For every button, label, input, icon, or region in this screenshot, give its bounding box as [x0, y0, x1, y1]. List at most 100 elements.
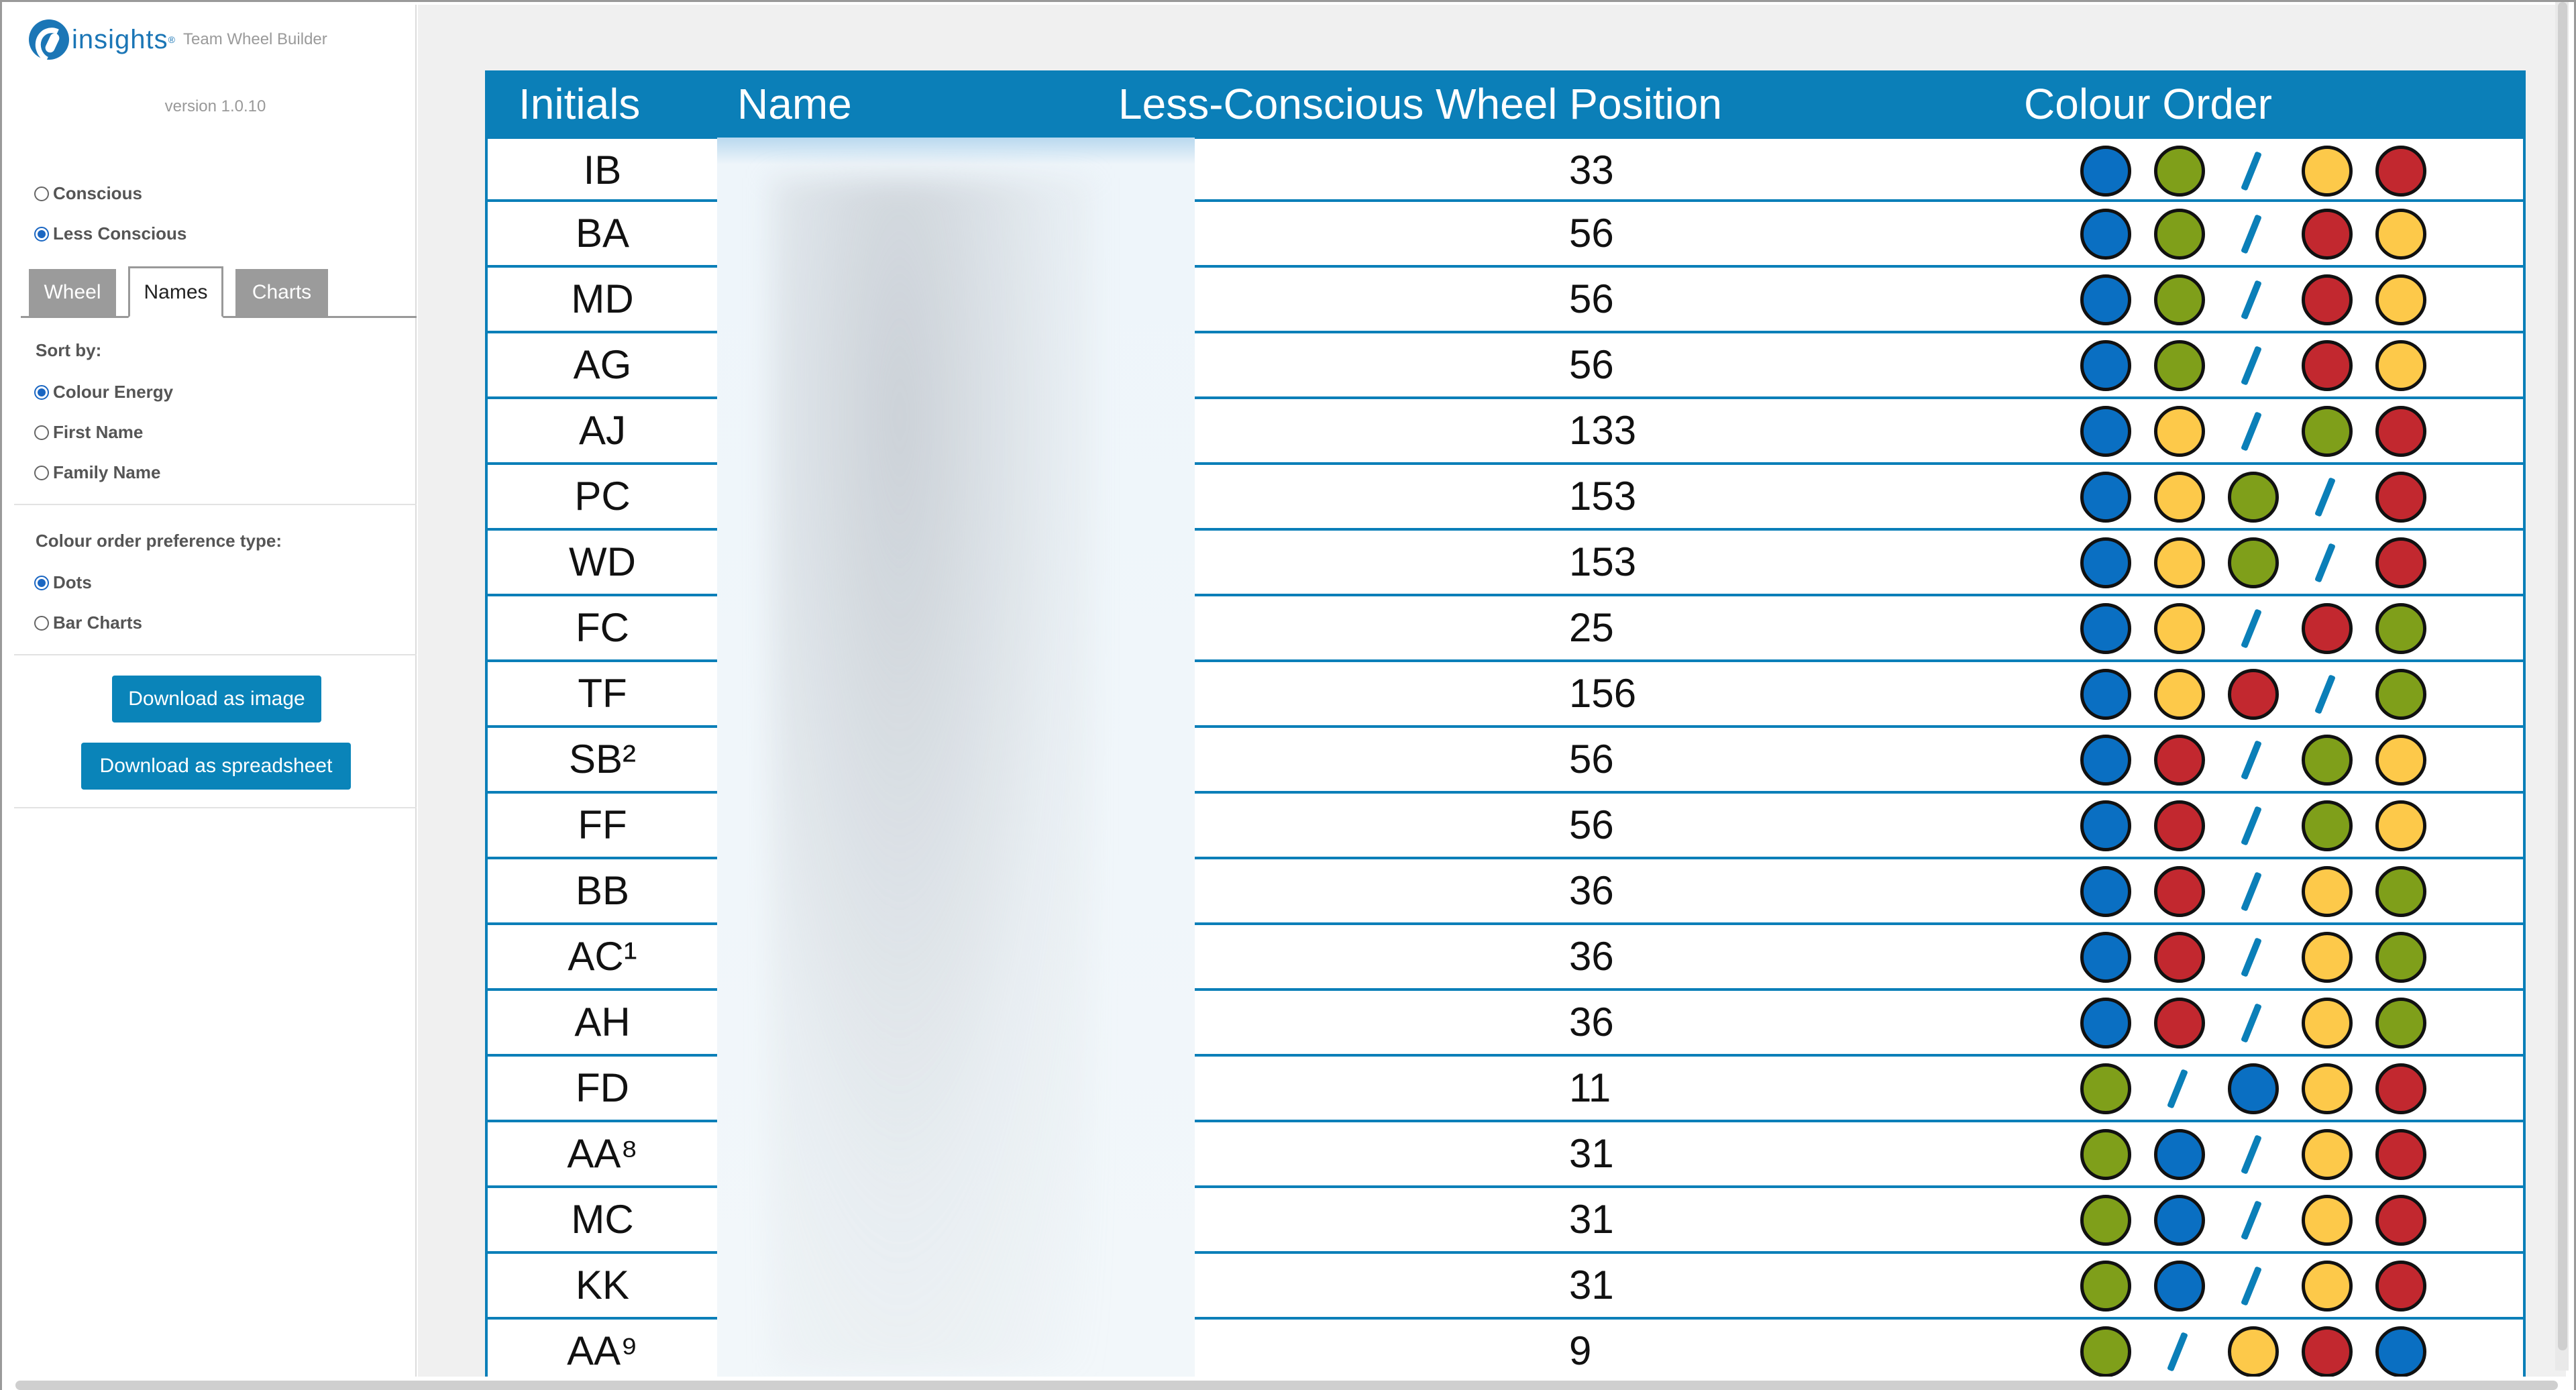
radio-pref-dots[interactable]: Dots — [34, 572, 92, 593]
version-label: version 1.0.10 — [164, 97, 266, 115]
colour-order-dots — [2080, 1195, 2426, 1246]
radio-pref-dots-label: Dots — [53, 572, 92, 592]
radio-less-conscious[interactable]: Less Conscious — [34, 223, 186, 244]
tab-names[interactable]: Names — [128, 266, 223, 318]
divider-slash-icon — [2228, 1129, 2279, 1180]
green-dot-icon — [2375, 603, 2426, 654]
red-dot-icon — [2375, 1129, 2426, 1180]
red-dot-icon — [2375, 537, 2426, 588]
table-row: BB 36 — [488, 859, 2523, 925]
cell-wheel-position: 9 — [1569, 1328, 1592, 1373]
yellow-dot-icon — [2154, 406, 2205, 457]
table-row: SB² 56 — [488, 728, 2523, 794]
red-dot-icon — [2154, 735, 2205, 786]
vertical-scrollbar-thumb[interactable] — [2558, 2, 2567, 1350]
insights-logo: insights ® — [29, 19, 175, 60]
colour-order-dots — [2080, 735, 2426, 786]
cell-initials: AA⁸ — [567, 1131, 638, 1176]
red-dot-icon — [2154, 932, 2205, 983]
table-header: Initials Name Less-Conscious Wheel Posit… — [488, 70, 2523, 136]
divider — [14, 654, 417, 655]
cell-initials: KK — [575, 1263, 630, 1307]
yellow-dot-icon — [2154, 472, 2205, 523]
green-dot-icon — [2375, 998, 2426, 1049]
radio-button-selected-icon — [34, 226, 49, 242]
red-dot-icon — [2228, 669, 2279, 720]
yellow-dot-icon — [2375, 800, 2426, 851]
horizontal-scrollbar[interactable] — [15, 1381, 2558, 1390]
colour-order-dots — [2080, 866, 2426, 917]
green-dot-icon — [2228, 537, 2279, 588]
cell-initials: FC — [576, 605, 629, 650]
colour-order-dots — [2080, 472, 2426, 523]
table-row: WD 153 — [488, 531, 2523, 596]
red-dot-icon — [2302, 1326, 2353, 1377]
green-dot-icon — [2154, 209, 2205, 260]
blue-dot-icon — [2154, 1261, 2205, 1312]
cell-wheel-position: 56 — [1569, 211, 1614, 256]
cell-wheel-position: 25 — [1569, 605, 1614, 650]
cell-wheel-position: 56 — [1569, 737, 1614, 782]
radio-button-icon — [34, 425, 49, 440]
colour-order-dots — [2080, 669, 2426, 720]
cell-initials: AA⁹ — [567, 1328, 638, 1373]
table-row: AA⁹ 9 — [488, 1320, 2523, 1377]
download-spreadsheet-button[interactable]: Download as spreadsheet — [81, 743, 351, 790]
blue-dot-icon — [2080, 800, 2131, 851]
green-dot-icon — [2302, 406, 2353, 457]
radio-conscious[interactable]: Conscious — [34, 183, 142, 204]
cell-wheel-position: 31 — [1569, 1263, 1614, 1307]
divider-slash-icon — [2228, 406, 2279, 457]
blue-dot-icon — [2080, 209, 2131, 260]
divider-slash-icon — [2228, 274, 2279, 325]
table-row: AJ 133 — [488, 399, 2523, 465]
green-dot-icon — [2302, 735, 2353, 786]
table-row: FC 25 — [488, 596, 2523, 662]
radio-pref-bar-charts[interactable]: Bar Charts — [34, 612, 142, 633]
divider-slash-icon — [2228, 209, 2279, 260]
green-dot-icon — [2080, 1195, 2131, 1246]
blue-dot-icon — [2080, 932, 2131, 983]
yellow-dot-icon — [2375, 209, 2426, 260]
table-row: FF 56 — [488, 794, 2523, 859]
cell-wheel-position: 36 — [1569, 934, 1614, 979]
red-dot-icon — [2375, 146, 2426, 197]
yellow-dot-icon — [2154, 669, 2205, 720]
divider-slash-icon — [2302, 537, 2353, 588]
blue-dot-icon — [2080, 603, 2131, 654]
table-row: AA⁸ 31 — [488, 1122, 2523, 1188]
sort-by-label: Sort by: — [36, 340, 102, 360]
red-dot-icon — [2154, 866, 2205, 917]
table-row: MD 56 — [488, 268, 2523, 333]
cell-initials: BA — [575, 211, 630, 256]
colour-order-dots — [2080, 1063, 2426, 1114]
cell-wheel-position: 56 — [1569, 276, 1614, 321]
cell-wheel-position: 11 — [1569, 1065, 1611, 1110]
radio-sort-colour-energy[interactable]: Colour Energy — [34, 382, 173, 403]
header-wheel-position: Less-Conscious Wheel Position — [1118, 80, 1722, 128]
radio-sort-family-name[interactable]: Family Name — [34, 462, 160, 483]
cell-initials: AJ — [578, 408, 627, 453]
red-dot-icon — [2375, 1063, 2426, 1114]
radio-button-icon — [34, 465, 49, 480]
green-dot-icon — [2302, 800, 2353, 851]
colour-order-dots — [2080, 340, 2426, 391]
name-column-redacted — [717, 138, 1195, 1377]
tab-charts[interactable]: Charts — [235, 269, 328, 316]
radio-sort-first-name[interactable]: First Name — [34, 422, 143, 443]
divider-slash-icon — [2228, 603, 2279, 654]
download-image-button[interactable]: Download as image — [112, 676, 321, 723]
yellow-dot-icon — [2302, 1129, 2353, 1180]
cell-initials: MD — [571, 276, 634, 321]
cell-initials: WD — [569, 539, 636, 584]
divider-slash-icon — [2228, 800, 2279, 851]
blue-dot-icon — [2080, 998, 2131, 1049]
tab-wheel[interactable]: Wheel — [29, 269, 116, 316]
colour-order-dots — [2080, 274, 2426, 325]
colour-order-dots — [2080, 209, 2426, 260]
divider-slash-icon — [2228, 340, 2279, 391]
insights-logo-icon — [29, 19, 69, 60]
table-row: FD 11 — [488, 1057, 2523, 1122]
yellow-dot-icon — [2302, 1261, 2353, 1312]
